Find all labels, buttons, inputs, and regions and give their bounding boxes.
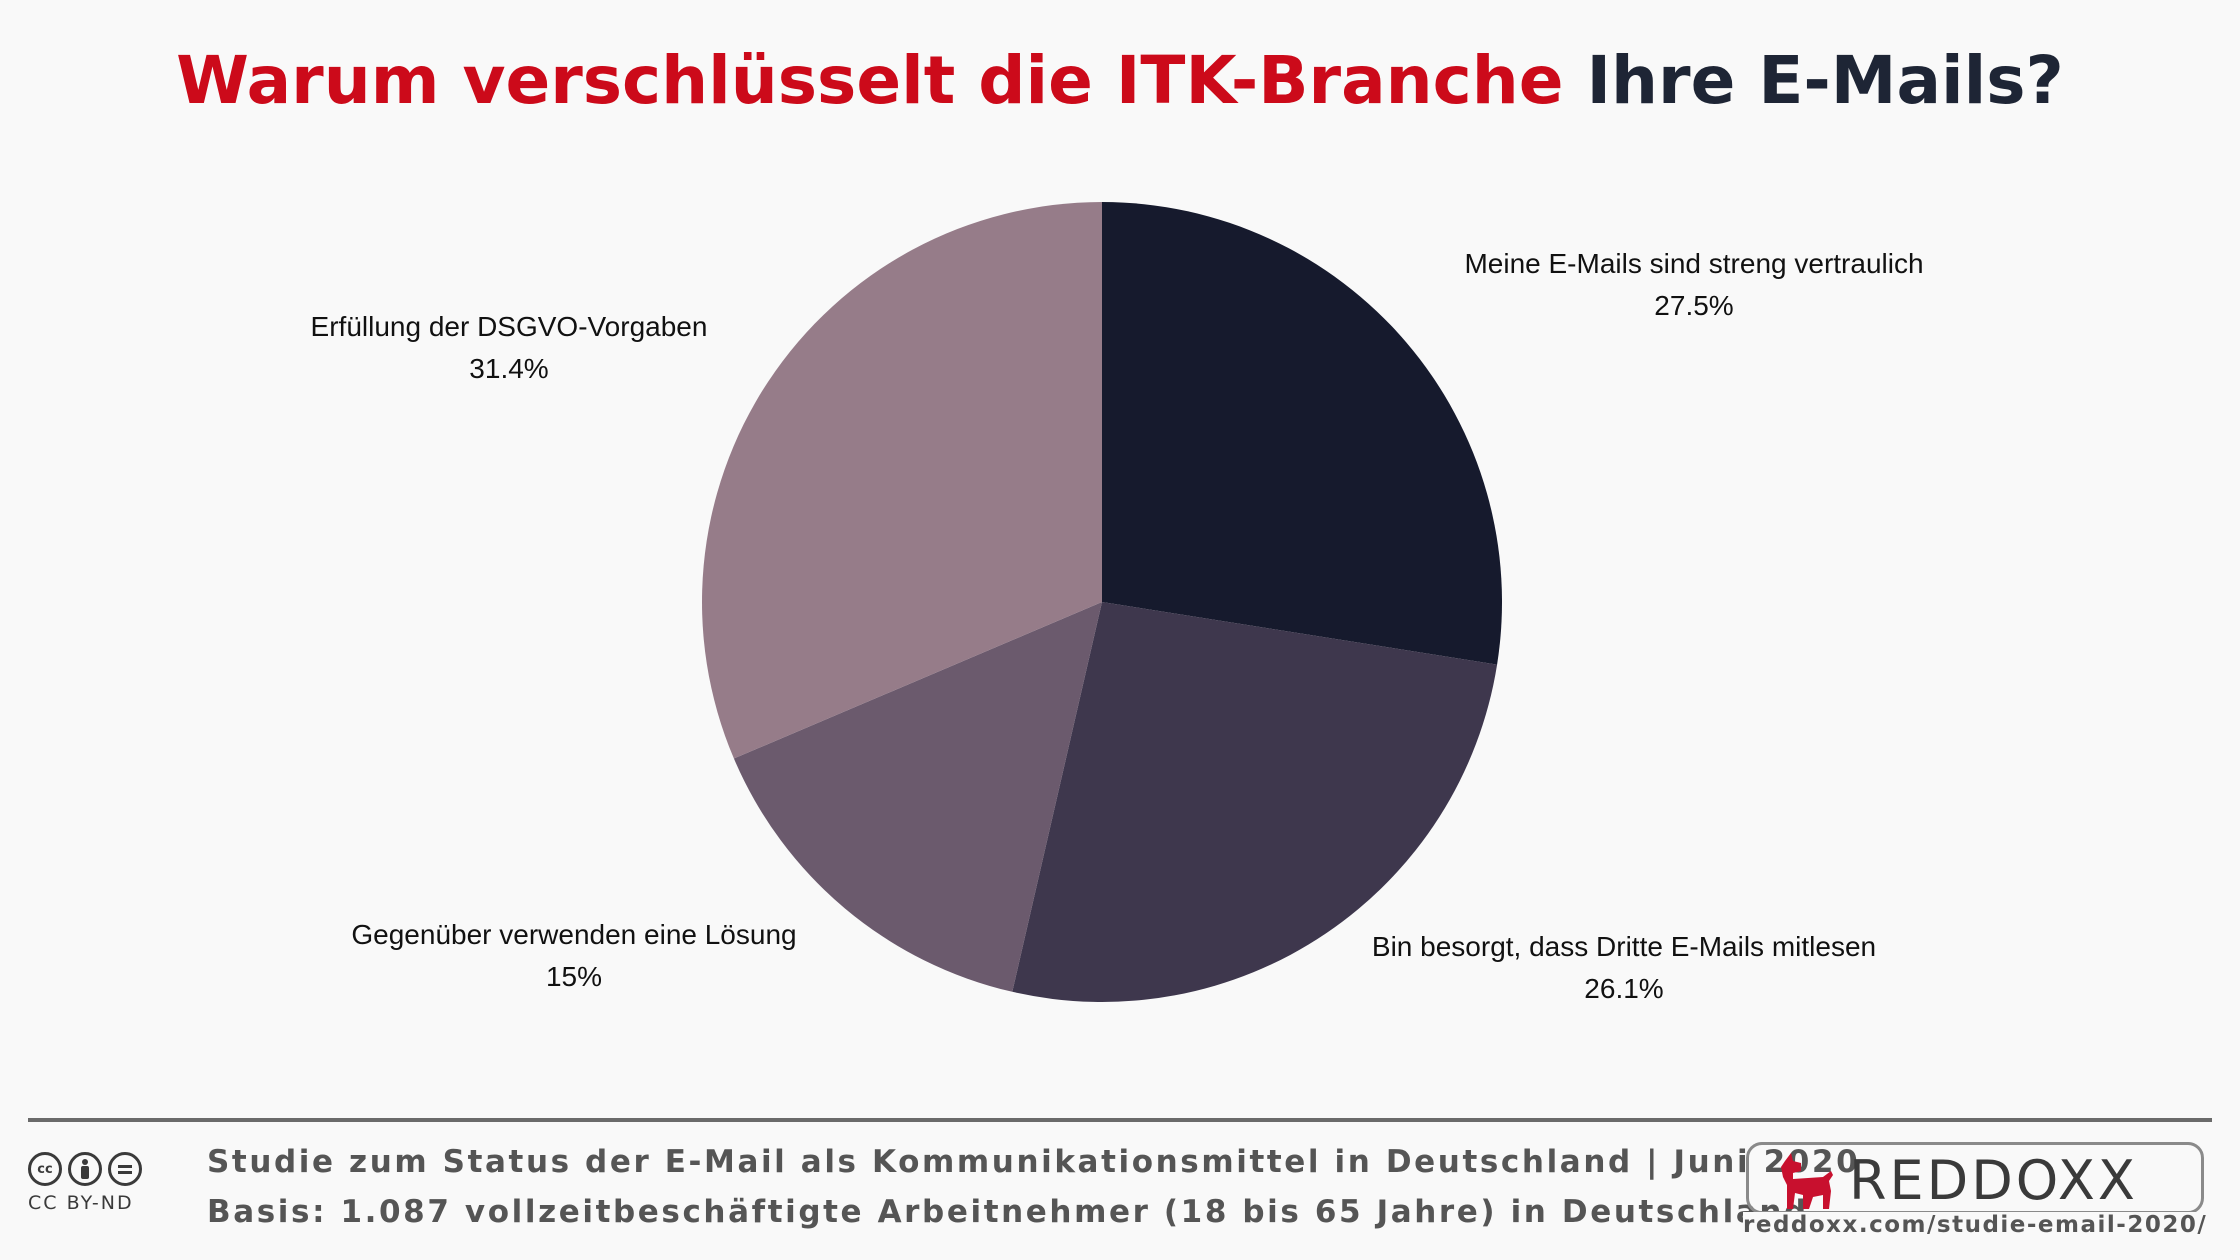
attribution-icon — [68, 1152, 102, 1186]
dog-logo-icon — [1781, 1153, 1833, 1209]
pie-slice-3 — [733, 602, 1102, 992]
slice-value-4: 31.4% — [469, 353, 548, 384]
slice-label-1: Meine E-Mails sind streng vertraulich — [1464, 248, 1923, 279]
slice-value-1: 27.5% — [1654, 290, 1733, 321]
footer-divider — [28, 1118, 2212, 1122]
study-basis: Basis: 1.087 vollzeitbeschäftigte Arbeit… — [207, 1194, 1809, 1230]
chart-title-accent: Warum verschlüsselt die ITK-Branche — [176, 42, 1564, 119]
slice-label-3: Gegenüber verwenden eine Lösung — [351, 919, 796, 950]
cc-icon: cc — [28, 1152, 62, 1186]
chart-title-dark: Ihre E-Mails? — [1586, 42, 2064, 119]
license-label: CC BY-ND — [28, 1192, 134, 1214]
no-derivatives-icon — [108, 1152, 142, 1186]
slice-label-4: Erfüllung der DSGVO-Vorgaben — [311, 311, 708, 342]
pie-slice-4 — [702, 202, 1102, 759]
license-block: cc CC BY-ND — [28, 1152, 158, 1214]
slice-value-2: 26.1% — [1584, 973, 1663, 1004]
slice-value-3: 15% — [546, 961, 602, 992]
brand-name: REDDOXX — [1849, 1149, 2138, 1212]
chart-title: Warum verschlüsselt die ITK-Branche Ihre… — [0, 42, 2240, 119]
pie-slice-1 — [1102, 202, 1503, 665]
brand-url[interactable]: reddoxx.com/studie-email-2020/ — [1743, 1212, 2208, 1238]
brand-logo[interactable]: REDDOXX — [1746, 1142, 2204, 1214]
pie-chart: Meine E-Mails sind streng vertraulich 27.… — [311, 202, 1924, 1004]
study-title: Studie zum Status der E-Mail als Kommuni… — [207, 1144, 1861, 1180]
license-icons: cc — [28, 1152, 158, 1186]
pie-slice-2 — [1012, 602, 1498, 1003]
slice-label-2: Bin besorgt, dass Dritte E-Mails mitlese… — [1372, 931, 1876, 962]
